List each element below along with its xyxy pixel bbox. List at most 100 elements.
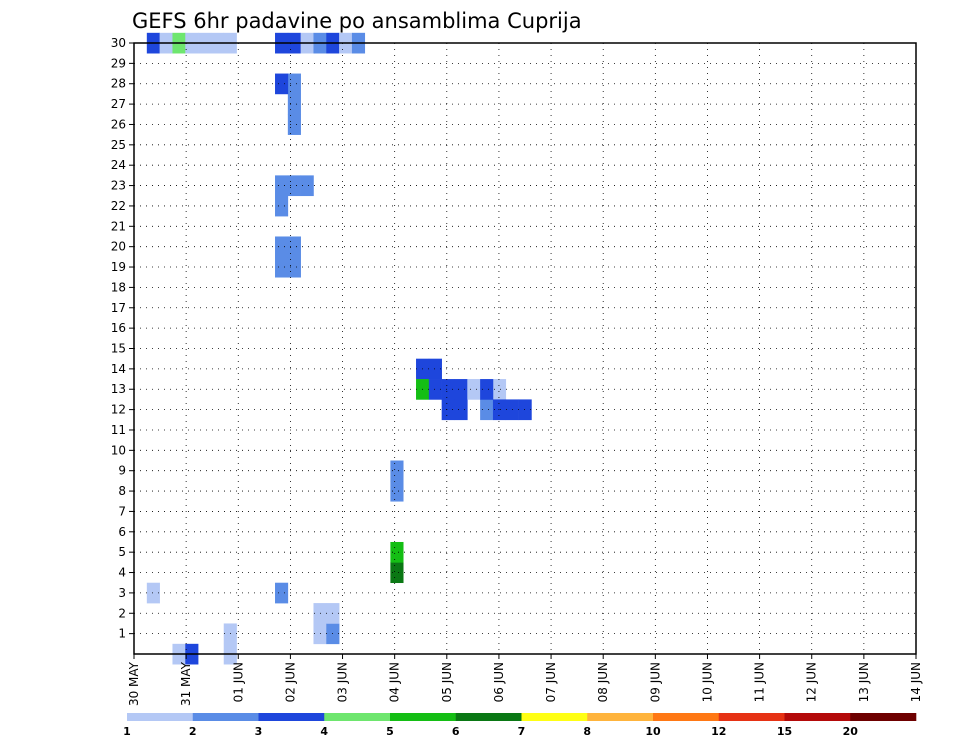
y-tick-label: 20 — [111, 240, 126, 254]
y-tick-label: 11 — [111, 423, 126, 437]
y-tick-label: 10 — [111, 443, 126, 457]
y-tick-label: 13 — [111, 382, 126, 396]
colorbar-label: 2 — [189, 725, 197, 738]
colorbar: 1 2 3 4 5 6 7 8 10 12 15 20 — [123, 713, 917, 738]
colorbar-label: 7 — [518, 725, 526, 738]
colorbar-label: 1 — [123, 725, 131, 738]
heatmap-cell — [518, 399, 532, 421]
heatmap-cell — [390, 562, 404, 584]
x-tick-label: 14 JUN — [909, 662, 923, 702]
x-tick-label: 03 JUN — [336, 662, 350, 702]
colorbar-label: 8 — [583, 725, 591, 738]
heatmap-cell — [275, 73, 289, 95]
x-tick-label: 11 JUN — [753, 662, 767, 702]
y-tick-label: 2 — [118, 606, 126, 620]
colorbar-swatch — [390, 713, 457, 721]
y-tick-label: 7 — [118, 504, 126, 518]
x-tick-label: 06 JUN — [492, 662, 506, 702]
colorbar-swatch — [784, 713, 851, 721]
colorbar-swatch — [192, 713, 259, 721]
x-tick-label: 09 JUN — [648, 662, 662, 702]
colorbar-label: 3 — [255, 725, 263, 738]
y-tick-label: 6 — [118, 525, 126, 539]
y-tick-label: 18 — [111, 280, 126, 294]
heatmap-cell — [454, 379, 468, 400]
heatmap-cell — [467, 379, 481, 400]
heatmap-cell — [492, 379, 507, 400]
heatmap-cell — [287, 175, 301, 197]
colorbar-swatch — [127, 713, 194, 721]
heatmap-cell — [275, 256, 289, 278]
x-tick-label: 05 JUN — [440, 662, 454, 702]
colorbar-swatch — [324, 713, 391, 721]
heatmap-cell — [287, 73, 301, 95]
heatmap-cell — [454, 399, 468, 421]
heatmap-cell — [287, 93, 301, 115]
y-tick-label: 21 — [111, 219, 126, 233]
y-tick-label: 19 — [111, 260, 126, 274]
colorbar-swatch — [521, 713, 588, 721]
heatmap-cell — [441, 379, 455, 400]
x-tick-label: 08 JUN — [596, 662, 610, 702]
y-tick-label: 28 — [111, 77, 126, 91]
colorbar-swatch — [850, 713, 917, 721]
y-tick-label: 15 — [111, 342, 126, 356]
colorbar-label: 6 — [452, 725, 460, 738]
y-tick-label: 22 — [111, 199, 126, 213]
colorbar-label: 12 — [711, 725, 726, 738]
y-tick-label: 30 — [111, 36, 126, 50]
y-axis-ticks: 1234567891011121314151617181920212223242… — [111, 36, 134, 641]
colorbar-label: 4 — [320, 725, 328, 738]
heatmap-cell — [287, 256, 301, 278]
x-axis-ticks: 30 MAY 31 MAY 01 JUN 02 JUN 03 JUN 04 JUN 05 J… — [127, 654, 923, 706]
x-tick-label: 01 JUN — [231, 662, 245, 702]
colorbar-label: 15 — [777, 725, 792, 738]
colorbar-swatch — [258, 713, 325, 721]
heatmap-cell — [428, 358, 442, 380]
x-tick-label: 31 MAY — [179, 661, 193, 706]
grid-lines — [133, 43, 917, 654]
colorbar-swatch — [587, 713, 654, 721]
heatmap-cell — [480, 399, 494, 421]
y-tick-label: 14 — [111, 362, 126, 376]
y-tick-label: 8 — [118, 484, 126, 498]
heatmap-cell — [390, 460, 404, 482]
heatmap-cell — [287, 236, 301, 258]
y-tick-label: 4 — [118, 566, 126, 580]
y-tick-label: 16 — [111, 321, 126, 335]
heatmap-cells — [146, 32, 532, 665]
heatmap-cell — [146, 582, 160, 604]
x-tick-label: 04 JUN — [388, 662, 402, 702]
x-tick-label: 10 JUN — [700, 662, 714, 702]
y-tick-label: 12 — [111, 403, 126, 417]
heatmap-cell — [275, 236, 289, 258]
y-tick-label: 1 — [118, 627, 126, 641]
heatmap-cell — [390, 480, 404, 502]
y-tick-label: 29 — [111, 56, 126, 70]
heatmap-cell — [275, 195, 289, 217]
colorbar-label: 5 — [386, 725, 394, 738]
colorbar-label: 10 — [645, 725, 661, 738]
heatmap-cell — [275, 582, 289, 604]
x-tick-label: 02 JUN — [283, 662, 297, 702]
colorbar-swatch — [718, 713, 785, 721]
heatmap-cell — [275, 175, 289, 197]
x-tick-label: 30 MAY — [127, 661, 141, 706]
heatmap-cell — [480, 379, 494, 400]
heatmap-cell — [492, 399, 507, 421]
y-tick-label: 24 — [111, 158, 126, 172]
heatmap-cell — [390, 541, 404, 563]
x-tick-label: 12 JUN — [805, 662, 819, 702]
y-tick-label: 5 — [118, 545, 126, 559]
heatmap-cell — [441, 399, 455, 421]
y-tick-label: 23 — [111, 179, 126, 193]
y-tick-label: 9 — [118, 464, 126, 478]
y-tick-label: 17 — [111, 301, 126, 315]
y-tick-label: 3 — [118, 586, 126, 600]
chart-title: GEFS 6hr padavine po ansamblima Cuprija — [132, 9, 582, 33]
heatmap-cell — [300, 175, 314, 197]
y-tick-label: 25 — [111, 138, 126, 152]
x-tick-label: 13 JUN — [857, 662, 871, 702]
heatmap-cell — [287, 114, 301, 135]
